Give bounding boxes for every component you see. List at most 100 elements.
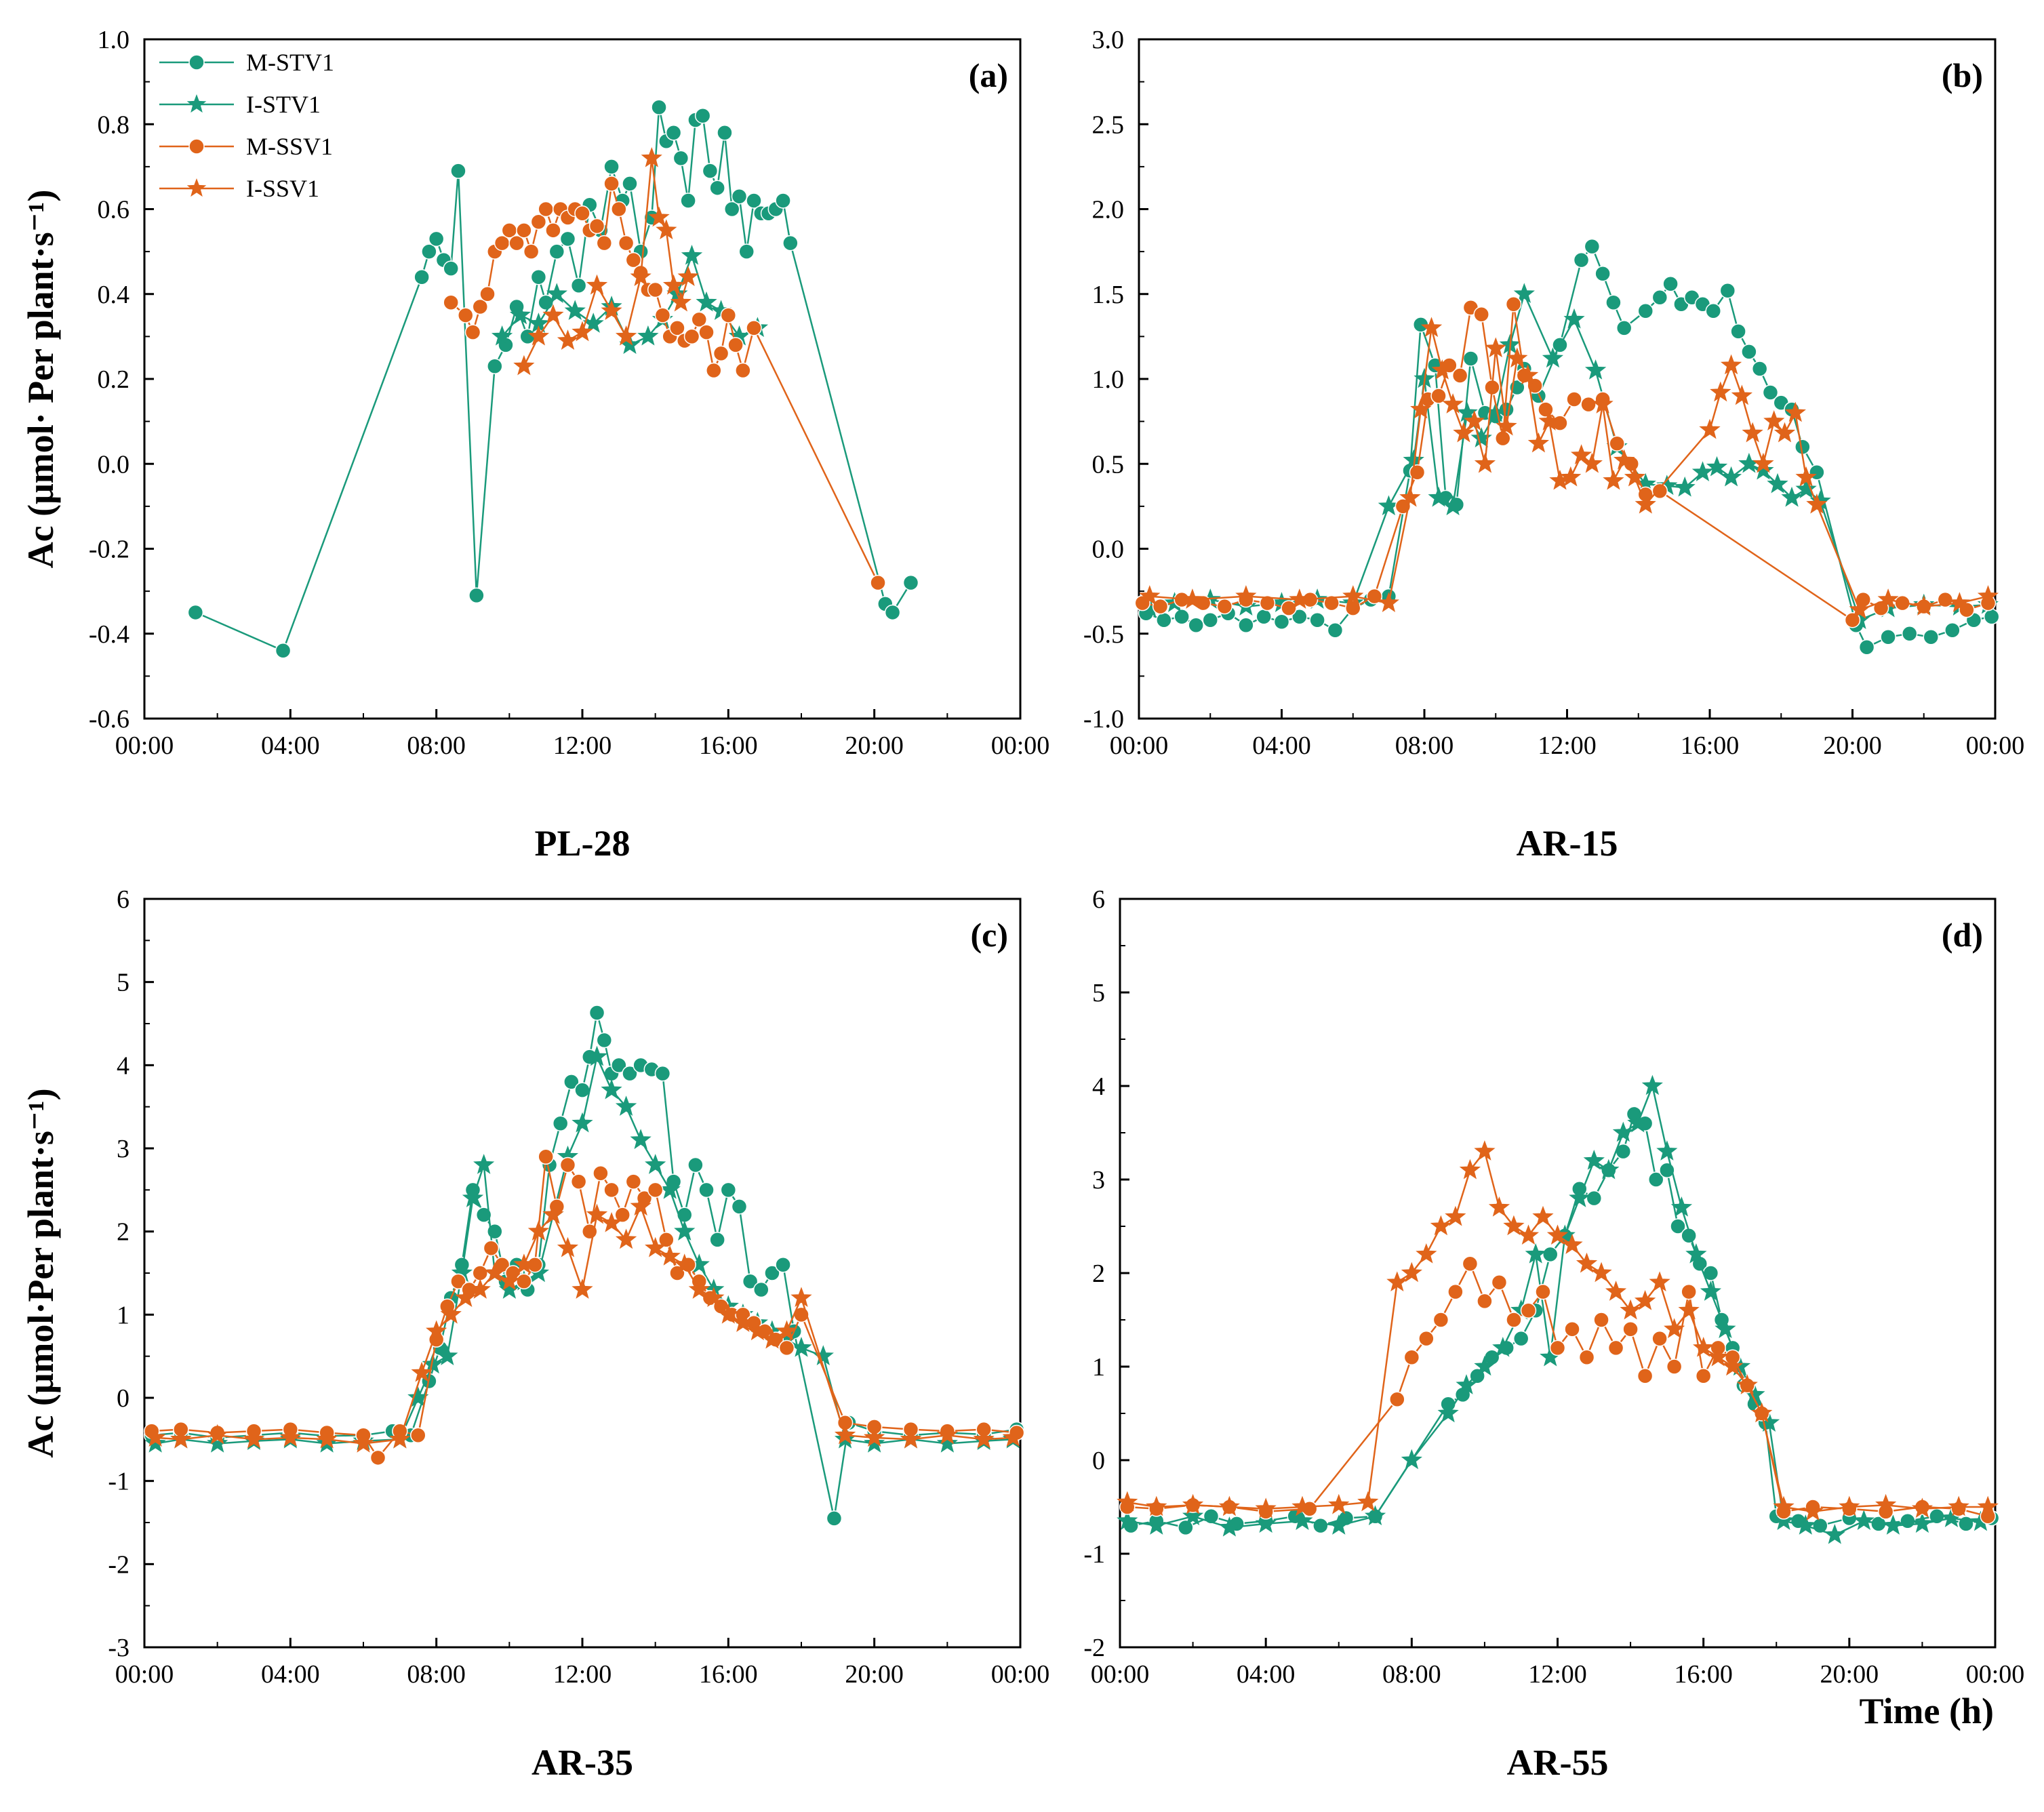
x-tick-label: 00:00	[115, 1660, 174, 1689]
data-point	[1430, 1215, 1451, 1236]
data-point	[1389, 1391, 1405, 1408]
data-point	[564, 300, 586, 321]
data-point	[1238, 617, 1254, 633]
data-point	[1651, 483, 1668, 500]
y-tick-label: 5	[1092, 979, 1105, 1007]
data-point	[1327, 622, 1344, 639]
data-point	[443, 294, 459, 311]
data-point	[1428, 486, 1449, 507]
data-point	[586, 1203, 608, 1224]
data-point	[1774, 422, 1796, 443]
data-point	[622, 1065, 638, 1082]
data-point	[1767, 472, 1788, 494]
data-point	[1651, 289, 1668, 306]
data-point	[1607, 1340, 1624, 1356]
data-point	[625, 251, 642, 268]
chart-panel-2: 00:00 04:00 08:00 12:00 16:00 20:00 00:00-1.0-…	[1083, 26, 2024, 864]
data-point	[1560, 466, 1582, 487]
data-point	[491, 325, 513, 346]
data-point	[1705, 303, 1722, 319]
data-point	[1824, 1523, 1845, 1544]
data-point	[170, 1428, 192, 1449]
y-axis-title: Ac (μmol· Per plant·s⁻¹)	[20, 190, 61, 569]
data-point	[513, 1253, 535, 1274]
data-point	[316, 1428, 338, 1449]
data-point	[1806, 493, 1828, 514]
legend-item: M-STV1	[159, 49, 334, 76]
y-tick-label: -0.6	[89, 705, 129, 733]
x-tick-label: 16:00	[699, 1660, 758, 1689]
data-point	[1445, 1205, 1466, 1226]
data-point	[1182, 1493, 1204, 1514]
data-point	[559, 230, 576, 247]
data-point	[572, 1112, 593, 1133]
data-point	[1882, 1514, 1904, 1535]
y-tick-label: -2	[108, 1550, 129, 1579]
data-point	[570, 277, 587, 294]
data-point	[1401, 1262, 1422, 1283]
data-point	[572, 321, 593, 342]
legend-star-marker	[186, 178, 207, 197]
panel-label: (d)	[1942, 916, 1983, 954]
data-point	[1624, 466, 1646, 487]
y-tick-label: 6	[1092, 885, 1105, 914]
legend-label: I-STV1	[246, 91, 321, 118]
y-tick-label: 0	[117, 1384, 129, 1413]
x-tick-label: 16:00	[1681, 731, 1740, 760]
data-point	[1706, 456, 1728, 477]
data-point	[542, 304, 564, 325]
data-point	[527, 325, 550, 346]
series-I-SSV1	[1117, 1140, 1999, 1521]
data-point	[1328, 1493, 1350, 1514]
data-point	[1762, 384, 1779, 401]
panel-subtitle: AR-15	[1517, 823, 1618, 864]
data-point	[1442, 495, 1464, 516]
data-point	[778, 1340, 795, 1356]
y-tick-label: -1.0	[1083, 705, 1124, 733]
y-axis-title: Ac (μmol·Per plant·s⁻¹)	[20, 1088, 61, 1457]
data-point	[601, 1079, 622, 1100]
data-point	[1506, 1312, 1522, 1328]
data-point	[776, 1320, 798, 1341]
data-point	[1503, 1215, 1525, 1236]
data-point	[1312, 1517, 1329, 1534]
data-point	[1751, 1402, 1773, 1423]
data-point	[437, 1345, 458, 1365]
data-point	[1437, 1402, 1459, 1423]
data-point	[1291, 1495, 1313, 1516]
data-point	[1459, 1159, 1481, 1180]
data-point	[761, 1328, 783, 1349]
data-point	[1598, 1159, 1620, 1180]
data-point	[738, 243, 755, 260]
y-tick-label: 0	[1092, 1447, 1105, 1475]
data-point	[1763, 410, 1785, 430]
data-point	[475, 1207, 492, 1223]
data-point	[574, 205, 590, 222]
x-tick-label: 16:00	[1674, 1660, 1733, 1689]
data-point	[187, 604, 204, 621]
data-point	[1641, 1074, 1663, 1095]
x-tick-label: 00:00	[1091, 1660, 1150, 1689]
data-point	[1720, 466, 1742, 487]
x-tick-label: 00:00	[1966, 1660, 2025, 1689]
data-point	[1736, 1374, 1758, 1394]
panel-label: (a)	[969, 56, 1008, 94]
data-point	[552, 1115, 569, 1131]
y-tick-label: -3	[108, 1634, 129, 1662]
data-point	[1839, 1495, 1860, 1516]
data-point	[812, 1345, 834, 1365]
x-tick-label: 20:00	[1823, 731, 1882, 760]
data-point	[973, 1428, 995, 1449]
data-point	[1506, 347, 1528, 368]
data-point	[410, 1427, 426, 1443]
data-point	[1410, 398, 1432, 419]
data-point	[483, 1240, 500, 1256]
data-point	[586, 274, 608, 295]
data-point	[1496, 415, 1517, 436]
data-point	[588, 218, 605, 235]
data-point	[369, 1449, 386, 1466]
data-point	[630, 1129, 652, 1150]
data-point	[1542, 1246, 1559, 1263]
data-point	[1255, 1497, 1277, 1518]
data-point	[1517, 364, 1539, 385]
